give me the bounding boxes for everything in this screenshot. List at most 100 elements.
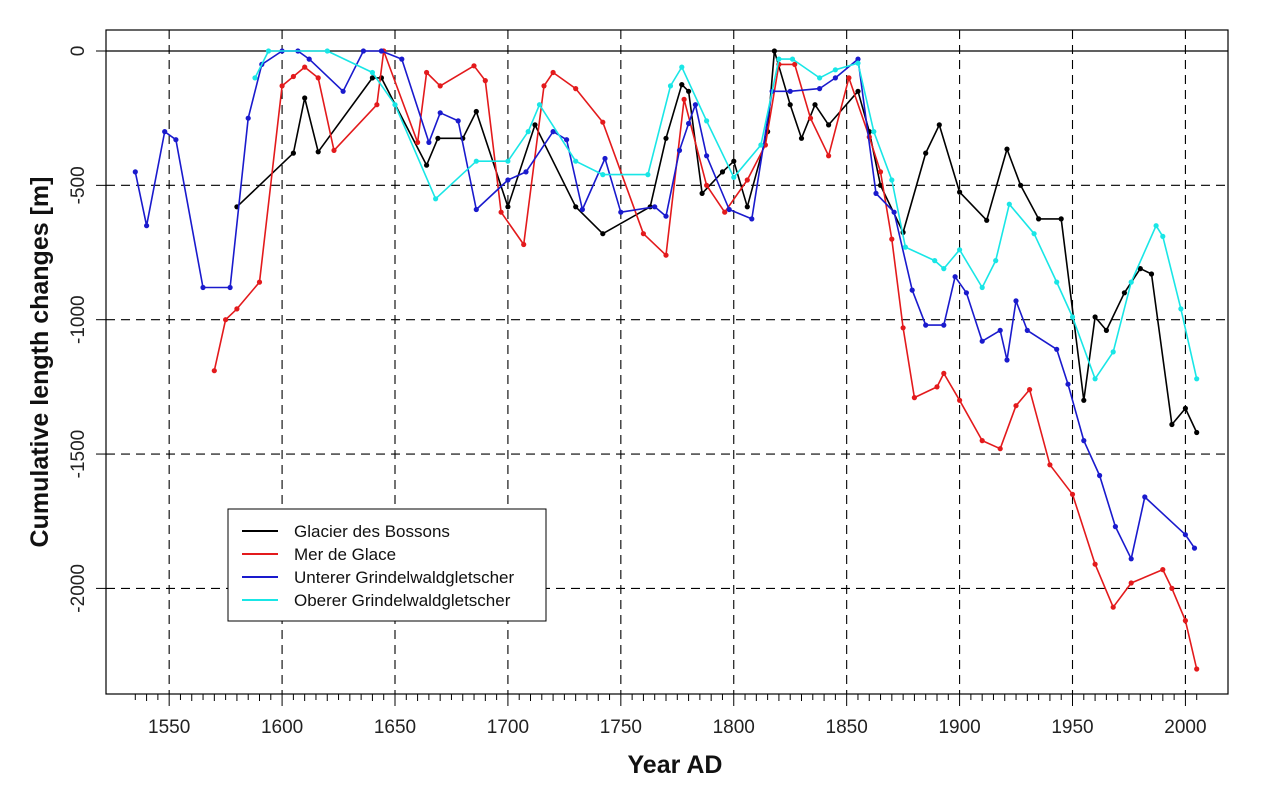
data-point — [437, 83, 443, 89]
data-point — [1182, 532, 1188, 538]
y-tick-label: -500 — [68, 166, 89, 204]
y-axis-title: Cumulative length changes [m] — [26, 177, 54, 548]
data-point — [536, 102, 543, 108]
data-point — [640, 231, 647, 237]
legend: Glacier des Bossons Mer de Glace Unterer G… — [227, 508, 547, 622]
data-point — [826, 122, 832, 128]
data-point — [934, 384, 940, 390]
data-point — [252, 75, 258, 81]
data-point — [1112, 524, 1118, 530]
series-line — [236, 50, 1198, 433]
data-point — [1169, 585, 1175, 592]
data-point — [792, 61, 798, 67]
data-point — [1058, 216, 1064, 222]
data-point — [211, 368, 217, 374]
data-point — [758, 142, 764, 148]
data-point — [378, 48, 384, 54]
data-point — [941, 266, 947, 272]
data-point — [573, 158, 579, 164]
data-point — [505, 204, 511, 210]
data-point — [817, 86, 823, 92]
x-tick-label: 1850 — [826, 717, 868, 738]
legend-label: Unterer Grindelwaldgletscher — [294, 568, 514, 587]
data-point — [1110, 349, 1116, 355]
data-point — [1121, 290, 1127, 296]
data-point — [521, 241, 527, 248]
data-point — [360, 48, 366, 54]
data-point — [331, 147, 337, 153]
data-point — [1128, 279, 1134, 285]
data-point — [573, 204, 579, 210]
data-point — [579, 206, 586, 213]
data-point — [871, 129, 877, 135]
data-point — [979, 284, 985, 291]
data-point — [679, 82, 685, 88]
data-point — [686, 120, 692, 127]
series-0 — [234, 48, 1200, 436]
data-point — [369, 69, 375, 76]
x-tick-label: 1750 — [600, 717, 642, 738]
data-point — [227, 284, 233, 291]
data-point — [399, 56, 405, 62]
data-point — [667, 83, 674, 89]
data-point — [979, 438, 985, 444]
data-point — [550, 129, 556, 135]
y-tick-label: 0 — [68, 46, 89, 57]
data-point — [932, 258, 938, 264]
data-point — [957, 189, 963, 195]
data-point — [600, 231, 606, 237]
data-point — [1024, 327, 1030, 333]
data-point — [984, 217, 990, 223]
data-point — [681, 96, 687, 102]
data-point — [923, 150, 929, 156]
data-point — [891, 209, 897, 215]
data-point — [600, 172, 606, 178]
data-point — [340, 88, 346, 94]
x-tick-label: 2000 — [1164, 717, 1206, 738]
data-point — [1194, 429, 1200, 436]
x-tick-label: 1600 — [261, 717, 303, 738]
data-point — [1182, 405, 1188, 411]
data-point — [832, 75, 839, 81]
legend-box — [227, 508, 547, 622]
data-point — [1036, 216, 1042, 222]
legend-label: Glacier des Bossons — [294, 522, 450, 541]
data-point — [846, 75, 852, 81]
data-point — [731, 158, 737, 164]
data-point — [952, 274, 958, 280]
y-tick-label: -2000 — [68, 564, 89, 613]
data-point — [234, 306, 240, 312]
data-point — [1092, 314, 1098, 320]
data-point — [1013, 403, 1019, 409]
x-axis: 1550 1600 1650 1700 1750 1800 1850 1900 1950 2000 — [134, 694, 1207, 738]
series-line — [134, 50, 1196, 560]
data-point — [1004, 357, 1010, 363]
data-point — [290, 73, 296, 80]
data-point — [719, 169, 726, 175]
data-point — [957, 397, 963, 403]
data-point — [1153, 223, 1159, 229]
data-point — [1110, 604, 1116, 610]
data-point — [676, 147, 683, 153]
data-point — [902, 244, 909, 250]
data-point — [1097, 472, 1103, 479]
data-point — [173, 137, 179, 143]
data-point — [523, 169, 529, 175]
data-point — [1092, 561, 1098, 567]
legend-label: Oberer Grindelwaldgletscher — [294, 591, 511, 610]
series-line — [254, 50, 1198, 380]
data-point — [832, 67, 839, 73]
y-tick-label: -1500 — [68, 430, 89, 479]
data-point — [963, 290, 970, 296]
y-tick-label: -1000 — [68, 295, 89, 344]
data-point — [936, 122, 942, 128]
data-point — [889, 177, 895, 183]
data-point — [877, 169, 884, 175]
data-point — [1081, 438, 1087, 444]
data-point — [663, 135, 669, 141]
data-point — [731, 174, 737, 180]
data-point — [279, 83, 285, 89]
data-point — [776, 56, 782, 62]
data-point — [1047, 462, 1053, 468]
data-point — [749, 216, 755, 222]
